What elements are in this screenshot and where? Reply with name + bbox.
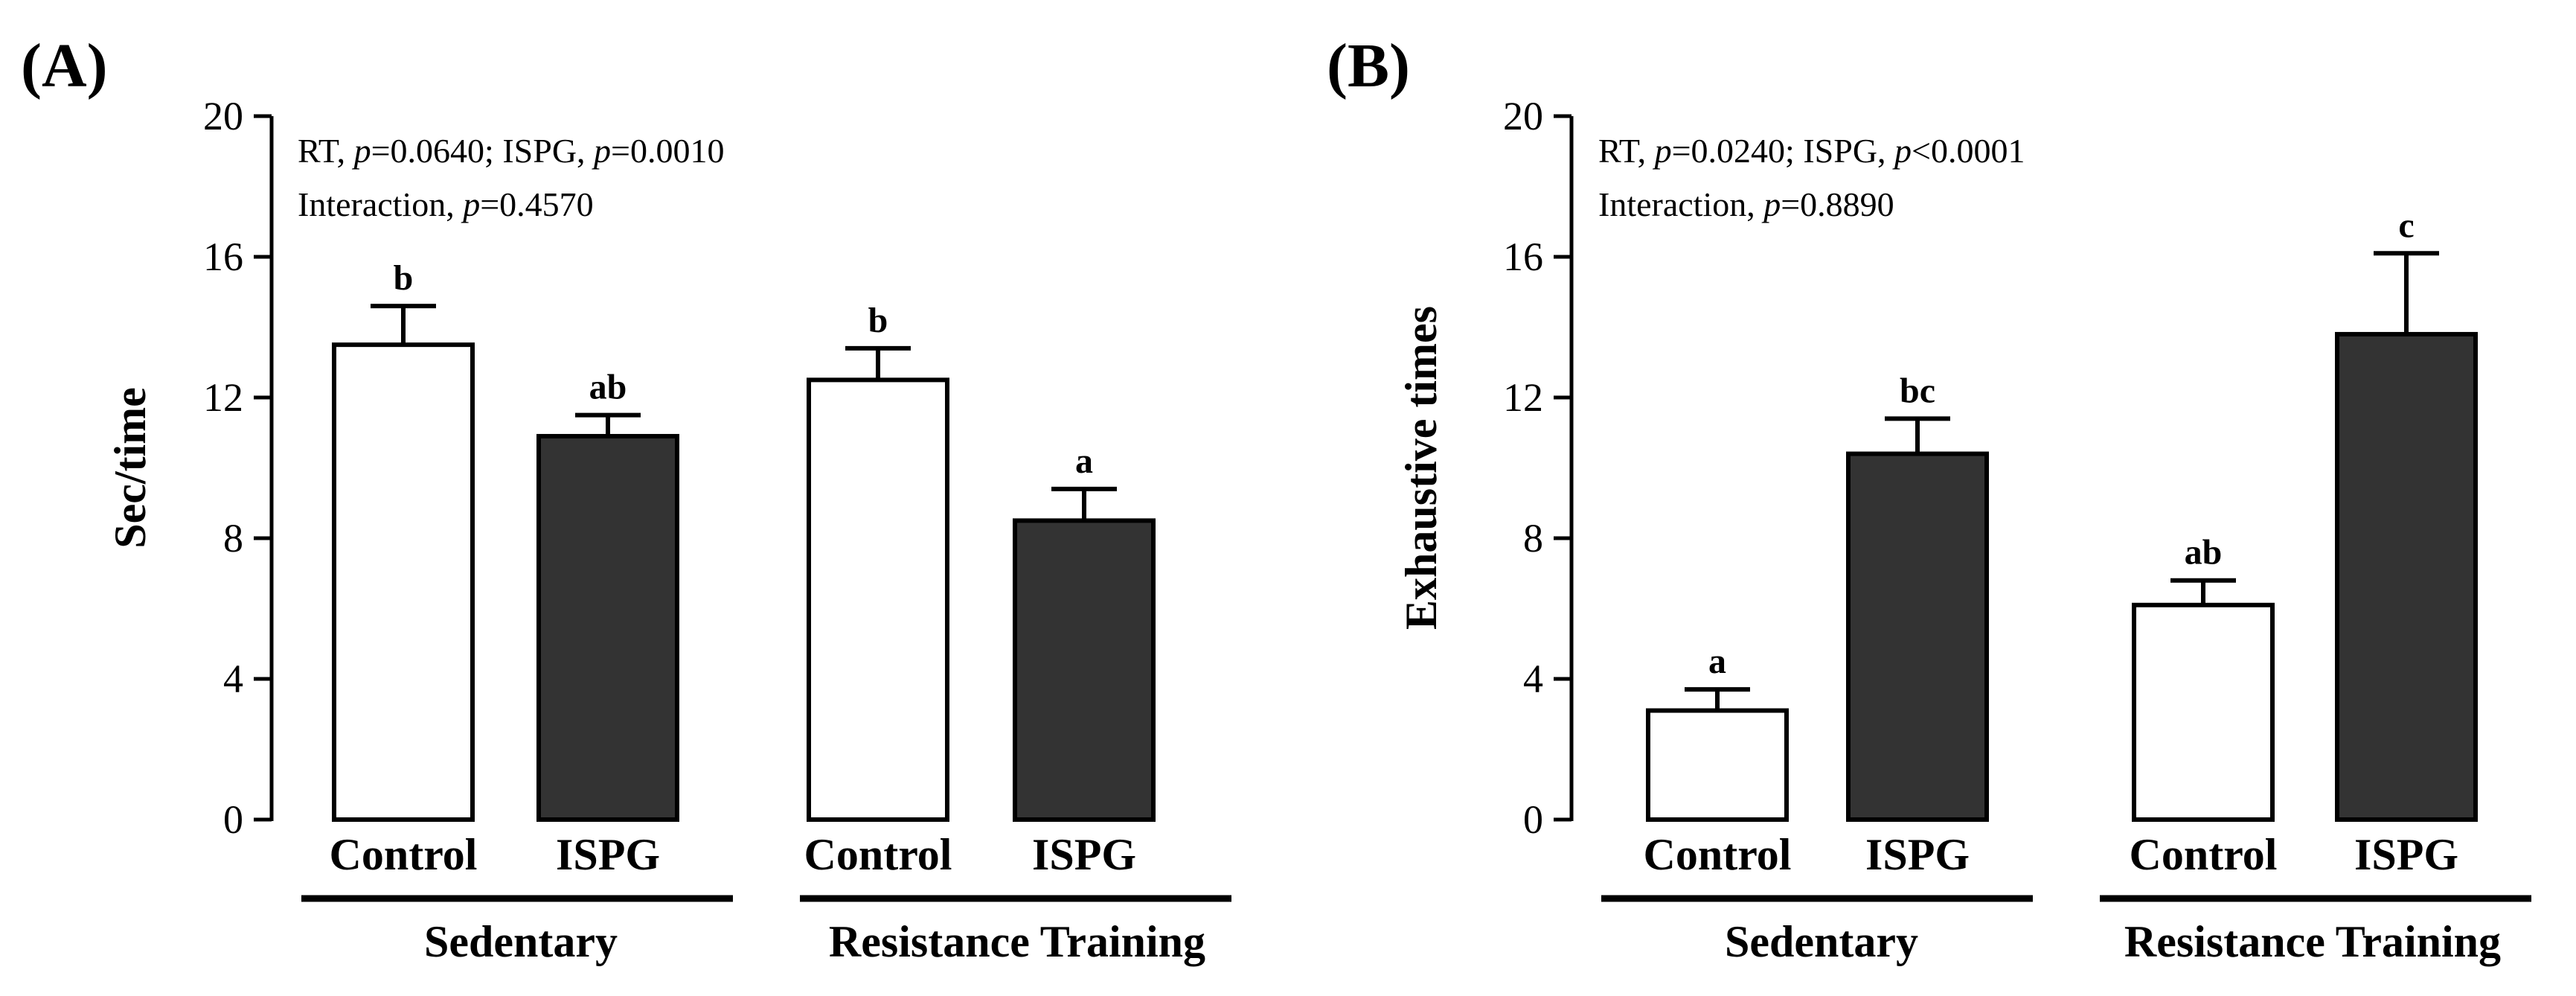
stats-segment: Interaction, (1598, 185, 1763, 223)
stats-segment: =0.0640; ISPG, (371, 132, 594, 170)
y-tick-label: 0 (223, 797, 243, 842)
stats-segment: p (461, 185, 480, 223)
y-tick-label: 8 (1523, 516, 1543, 561)
stats-segment: =0.4570 (480, 185, 593, 223)
significance-label: b (868, 301, 888, 340)
y-axis-title: Sec/time (106, 387, 155, 549)
stats-segment: p (352, 132, 371, 170)
panel-a: (A) 0 4 8 12 16 20 Sec/time RT, p=0.0640; ISPG, … (21, 31, 1231, 966)
bar (1013, 518, 1156, 822)
bar (2335, 331, 2478, 822)
category-label: Control (804, 830, 952, 879)
y-axis-title: Exhaustive times (1397, 306, 1446, 630)
bar (536, 433, 679, 822)
y-tick-label: 16 (203, 234, 243, 279)
y-tick-label: 20 (203, 94, 243, 138)
stats-segment: =0.8890 (1781, 185, 1894, 223)
stats-line-1: RT, p=0.0240; ISPG, p<0.0001 (1598, 132, 2025, 170)
group-label: Sedentary (424, 917, 618, 966)
y-tick-label: 16 (1503, 234, 1543, 279)
stats-segment: Interaction, (298, 185, 463, 223)
significance-label: ab (2185, 533, 2223, 572)
stats-segment: <0.0001 (1912, 132, 2025, 170)
y-tick-label: 8 (223, 516, 243, 561)
y-tick-label: 20 (1503, 94, 1543, 138)
category-label: ISPG (556, 830, 660, 879)
stats-segment: RT, (298, 132, 354, 170)
group-label: Resistance Training (829, 917, 1205, 966)
stats-line-2: Interaction, p=0.4570 (298, 185, 594, 223)
category-label: Control (330, 830, 478, 879)
significance-label: a (1708, 642, 1726, 681)
bar (807, 377, 949, 822)
panel-label: (B) (1327, 31, 1410, 100)
significance-label: bc (1900, 371, 1935, 410)
bar (1646, 708, 1789, 823)
stats-segment: =0.0010 (611, 132, 724, 170)
stats-segment: =0.0240; ISPG, (1672, 132, 1894, 170)
y-tick-label: 0 (1523, 797, 1543, 842)
y-tick-label: 12 (203, 375, 243, 420)
category-label: ISPG (1865, 830, 1970, 879)
stats-line-2: Interaction, p=0.8890 (1598, 185, 1894, 223)
significance-label: b (394, 258, 414, 298)
bar (1846, 451, 1989, 822)
y-tick-label: 12 (1503, 375, 1543, 420)
category-label: Control (2130, 830, 2278, 879)
bar (332, 342, 475, 822)
significance-label: a (1075, 441, 1093, 481)
panel-label: (A) (21, 31, 108, 100)
category-label: Control (1644, 830, 1792, 879)
stats-segment: p (1761, 185, 1781, 223)
stats-segment: p (592, 132, 611, 170)
stats-segment: p (1653, 132, 1672, 170)
bar (2132, 602, 2275, 823)
category-label: ISPG (2354, 830, 2458, 879)
significance-label: c (2398, 205, 2414, 245)
significance-label: ab (589, 368, 627, 407)
stats-segment: p (1892, 132, 1912, 170)
group-label: Sedentary (1725, 917, 1918, 966)
y-tick-label: 4 (223, 657, 243, 701)
y-tick-label: 4 (1523, 657, 1543, 701)
stats-segment: RT, (1598, 132, 1655, 170)
stats-line-1: RT, p=0.0640; ISPG, p=0.0010 (298, 132, 725, 170)
group-label: Resistance Training (2124, 917, 2501, 966)
category-label: ISPG (1032, 830, 1136, 879)
